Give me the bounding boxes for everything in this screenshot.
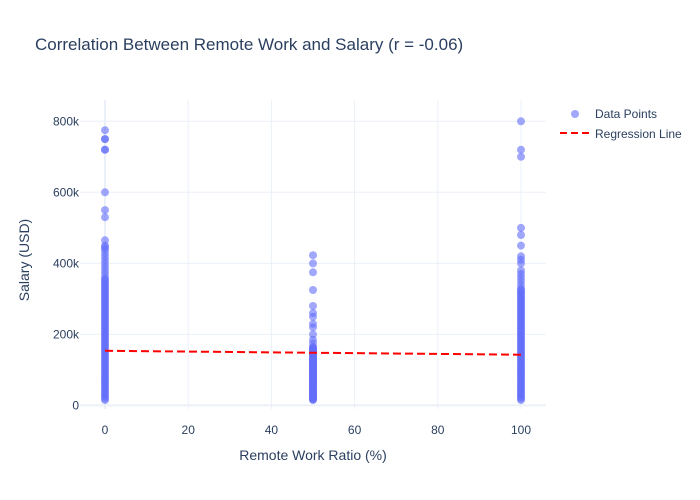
data-point	[517, 223, 525, 232]
data-point	[517, 259, 525, 268]
legend-label-regression-line: Regression Line	[595, 127, 682, 141]
x-tick-label: 80	[431, 423, 445, 437]
data-point	[101, 135, 109, 144]
y-tick-label: 400k	[53, 256, 80, 270]
chart-title: Correlation Between Remote Work and Sala…	[35, 35, 463, 54]
legend-marker-icon	[571, 110, 579, 118]
data-point	[309, 302, 317, 310]
regression-line-layer	[104, 349, 522, 356]
x-tick-label: 40	[265, 423, 279, 437]
x-tick-label: 0	[102, 423, 109, 437]
y-tick-label: 0	[72, 398, 79, 412]
data-point	[309, 259, 317, 268]
regression-line	[104, 349, 522, 356]
data-point	[101, 188, 109, 197]
legend-item-regression-line[interactable]: Regression Line	[560, 127, 682, 141]
x-tick-label: 60	[348, 423, 362, 437]
data-point	[517, 117, 525, 126]
data-point	[517, 152, 525, 161]
data-point	[309, 268, 317, 277]
data-point	[309, 339, 317, 348]
x-tick-label: 100	[511, 423, 531, 437]
legend-item-data-points[interactable]: Data Points	[571, 107, 657, 121]
data-point	[101, 126, 109, 135]
data-point	[517, 280, 525, 289]
legend-label-data-points: Data Points	[595, 107, 657, 121]
data-point	[101, 213, 109, 222]
data-point	[101, 145, 109, 154]
data-point	[517, 231, 525, 239]
data-point	[309, 323, 317, 332]
x-axis-title: Remote Work Ratio (%)	[239, 447, 387, 463]
y-tick-label: 600k	[53, 185, 80, 199]
legend[interactable]: Data Points Regression Line	[560, 107, 682, 141]
y-tick-label: 200k	[53, 327, 80, 341]
data-point	[309, 251, 317, 260]
data-points-layer	[101, 117, 525, 405]
data-point	[309, 286, 317, 294]
data-point	[101, 270, 109, 278]
data-point	[517, 145, 525, 154]
data-point	[309, 312, 317, 321]
data-point	[517, 241, 525, 250]
x-tick-label: 20	[182, 423, 196, 437]
y-tick-label: 800k	[53, 114, 80, 128]
axis-ticks: 0 20 40 60 80 100 0 200k 400k 600k 800k	[53, 114, 531, 437]
data-point	[101, 206, 109, 215]
y-axis-title: Salary (USD)	[16, 219, 32, 301]
